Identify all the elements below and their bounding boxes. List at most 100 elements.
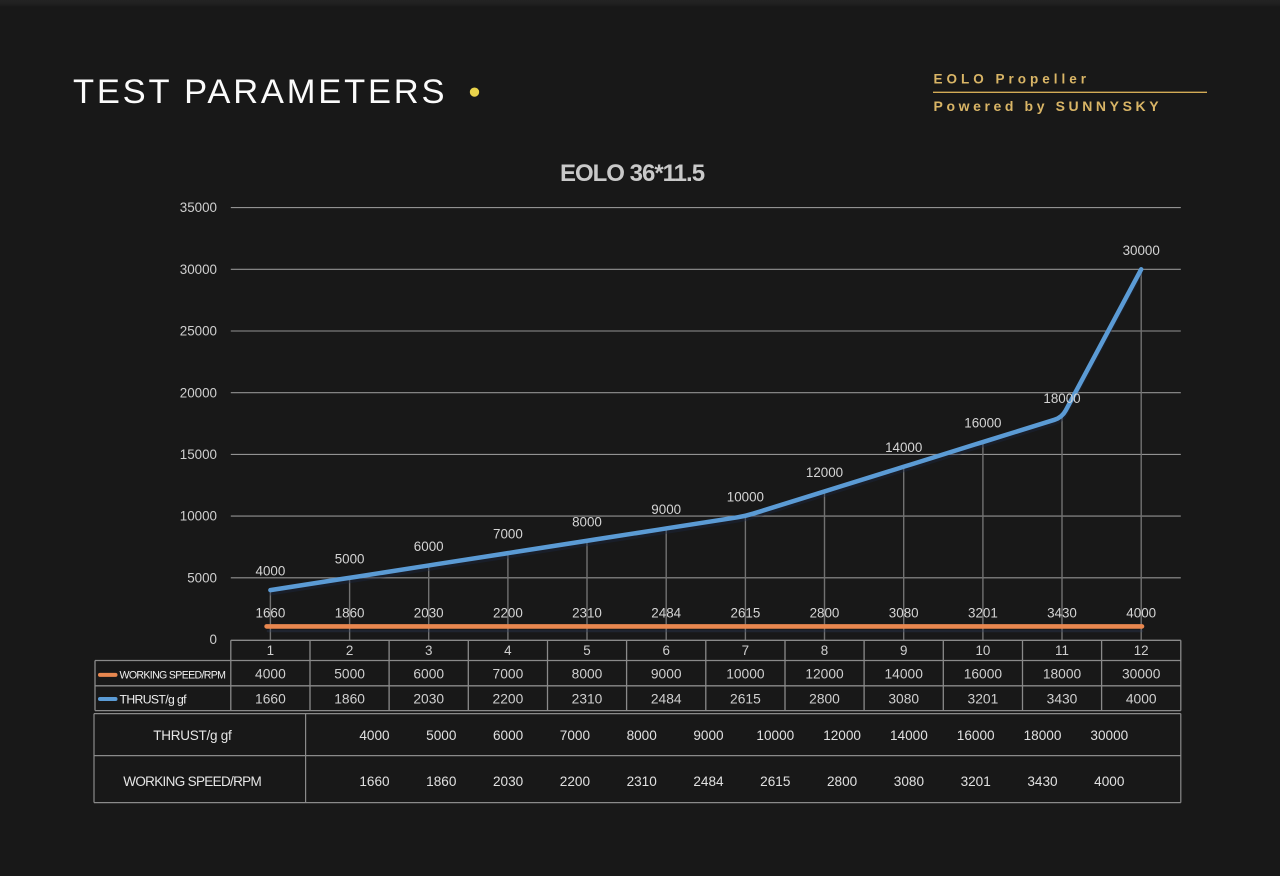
svg-text:3430: 3430 [1047, 606, 1077, 621]
svg-text:4000: 4000 [256, 564, 286, 579]
svg-text:8000: 8000 [572, 666, 603, 681]
svg-text:30000: 30000 [1122, 666, 1161, 681]
svg-text:1660: 1660 [256, 606, 286, 621]
svg-text:12000: 12000 [823, 728, 861, 743]
svg-text:14000: 14000 [885, 440, 922, 455]
svg-text:TEST PARAMETERS: TEST PARAMETERS [73, 73, 447, 111]
svg-text:1860: 1860 [335, 606, 365, 621]
svg-text:3201: 3201 [968, 691, 999, 706]
svg-text:2310: 2310 [572, 606, 602, 621]
svg-text:15000: 15000 [180, 447, 217, 462]
svg-text:5000: 5000 [334, 666, 365, 681]
svg-text:4000: 4000 [255, 666, 286, 681]
svg-text:3201: 3201 [961, 774, 991, 789]
svg-text:2800: 2800 [827, 774, 858, 789]
svg-text:3430: 3430 [1047, 691, 1078, 706]
svg-text:5000: 5000 [187, 570, 217, 585]
svg-text:2200: 2200 [560, 774, 591, 789]
svg-text:3201: 3201 [968, 606, 998, 621]
svg-text:2200: 2200 [493, 691, 524, 706]
svg-text:5000: 5000 [335, 551, 365, 566]
svg-text:10: 10 [975, 643, 990, 658]
svg-text:18000: 18000 [1043, 666, 1082, 681]
svg-text:Powered by SUNNYSKY: Powered by SUNNYSKY [934, 98, 1163, 114]
svg-text:2800: 2800 [810, 606, 840, 621]
svg-text:10000: 10000 [727, 490, 764, 505]
svg-text:8000: 8000 [627, 728, 658, 743]
svg-text:5: 5 [583, 643, 590, 658]
svg-text:1660: 1660 [255, 691, 286, 706]
svg-text:2484: 2484 [651, 691, 682, 706]
svg-text:7000: 7000 [493, 666, 524, 681]
svg-text:2615: 2615 [760, 774, 790, 789]
svg-text:10000: 10000 [756, 728, 794, 743]
svg-text:16000: 16000 [964, 416, 1001, 431]
svg-text:9000: 9000 [651, 502, 681, 517]
svg-text:3080: 3080 [894, 774, 925, 789]
svg-text:3430: 3430 [1027, 774, 1058, 789]
svg-text:3080: 3080 [888, 691, 919, 706]
svg-text:30000: 30000 [180, 262, 217, 277]
svg-text:4000: 4000 [359, 728, 390, 743]
svg-text:1660: 1660 [359, 774, 390, 789]
svg-text:3: 3 [425, 643, 432, 658]
svg-text:2615: 2615 [730, 691, 761, 706]
svg-text:16000: 16000 [957, 728, 995, 743]
svg-text:EOLO Propeller: EOLO Propeller [934, 72, 1091, 87]
svg-text:6000: 6000 [414, 539, 444, 554]
svg-text:12000: 12000 [805, 666, 844, 681]
svg-text:2200: 2200 [493, 606, 523, 621]
svg-text:35000: 35000 [180, 200, 217, 215]
svg-text:4000: 4000 [1126, 606, 1156, 621]
svg-text:10000: 10000 [726, 666, 765, 681]
svg-text:2615: 2615 [731, 606, 761, 621]
svg-text:0: 0 [210, 632, 217, 647]
svg-text:10000: 10000 [180, 509, 217, 524]
svg-text:11: 11 [1055, 643, 1069, 658]
svg-text:1860: 1860 [426, 774, 457, 789]
svg-text:2: 2 [346, 643, 353, 658]
svg-text:9000: 9000 [693, 728, 724, 743]
svg-text:20000: 20000 [180, 385, 217, 400]
svg-text:7000: 7000 [493, 527, 523, 542]
svg-text:2030: 2030 [493, 774, 524, 789]
svg-text:2484: 2484 [693, 774, 724, 789]
svg-text:7: 7 [742, 643, 749, 658]
svg-text:6000: 6000 [413, 666, 444, 681]
svg-text:8: 8 [821, 643, 828, 658]
svg-text:EOLO 36*11.5: EOLO 36*11.5 [560, 160, 705, 187]
svg-text:2030: 2030 [414, 606, 444, 621]
svg-text:16000: 16000 [964, 666, 1003, 681]
svg-text:1860: 1860 [334, 691, 365, 706]
svg-text:14000: 14000 [885, 666, 924, 681]
svg-text:12000: 12000 [806, 465, 843, 480]
svg-text:2484: 2484 [651, 606, 681, 621]
svg-text:2310: 2310 [572, 691, 603, 706]
svg-text:18000: 18000 [1024, 728, 1062, 743]
svg-text:2800: 2800 [809, 691, 840, 706]
svg-text:4000: 4000 [1094, 774, 1125, 789]
svg-text:2030: 2030 [413, 691, 444, 706]
svg-text:25000: 25000 [180, 324, 217, 339]
svg-text:9: 9 [900, 643, 907, 658]
svg-text:4000: 4000 [1126, 691, 1157, 706]
svg-text:3080: 3080 [889, 606, 919, 621]
svg-text:2310: 2310 [627, 774, 658, 789]
svg-text:6: 6 [662, 643, 669, 658]
svg-text:18000: 18000 [1043, 391, 1080, 406]
svg-text:5000: 5000 [426, 728, 457, 743]
svg-text:4: 4 [504, 643, 512, 658]
svg-text:30000: 30000 [1090, 728, 1128, 743]
svg-text:9000: 9000 [651, 666, 682, 681]
svg-text:THRUST/g gf: THRUST/g gf [153, 728, 232, 743]
svg-text:12: 12 [1134, 643, 1149, 658]
svg-text:8000: 8000 [572, 514, 602, 529]
svg-text:WORKING SPEED/RPM: WORKING SPEED/RPM [120, 670, 227, 682]
svg-text:6000: 6000 [493, 728, 524, 743]
svg-text:7000: 7000 [560, 728, 591, 743]
svg-text:14000: 14000 [890, 728, 928, 743]
svg-text:30000: 30000 [1123, 243, 1160, 258]
svg-text:WORKING SPEED/RPM: WORKING SPEED/RPM [123, 774, 262, 789]
svg-text:THRUST/g gf: THRUST/g gf [120, 692, 188, 706]
svg-text:1: 1 [267, 643, 274, 658]
